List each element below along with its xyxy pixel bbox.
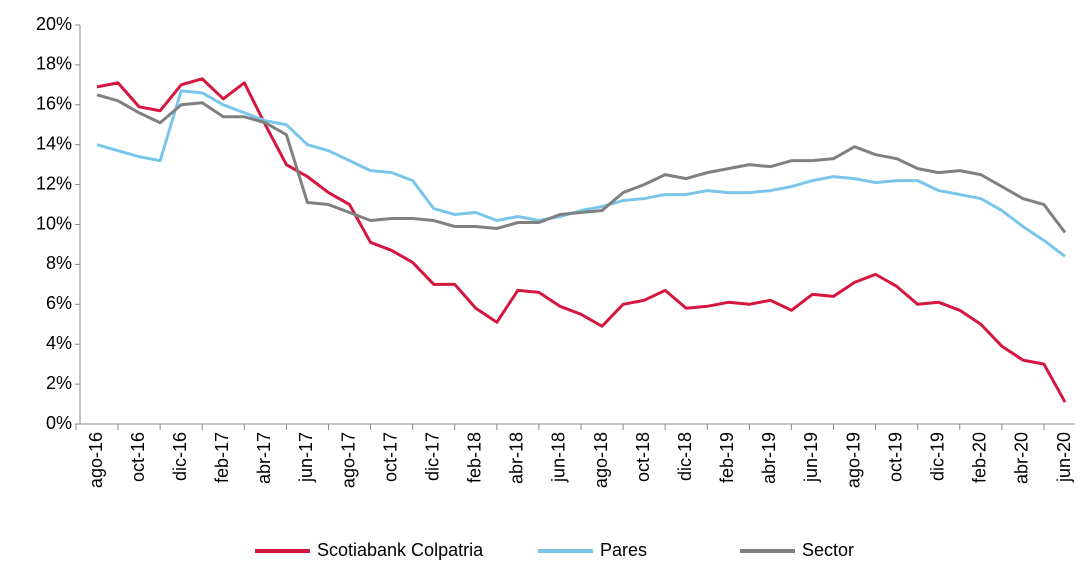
y-tick-label: 18%	[36, 54, 72, 74]
y-tick-label: 0%	[46, 413, 72, 433]
y-tick-label: 8%	[46, 253, 72, 273]
legend-label: Sector	[802, 540, 854, 560]
y-tick-label: 16%	[36, 94, 72, 114]
x-tick-label: feb-20	[970, 432, 990, 483]
y-tick-label: 10%	[36, 213, 72, 233]
x-tick-label: feb-18	[465, 432, 485, 483]
legend-label: Scotiabank Colpatria	[317, 540, 484, 560]
series-line	[96, 77, 1067, 403]
x-tick-label: ago-19	[843, 432, 863, 488]
x-tick-label: dic-17	[422, 432, 442, 481]
x-tick-label: oct-16	[128, 432, 148, 482]
x-tick-label: dic-19	[927, 432, 947, 481]
y-tick-label: 14%	[36, 133, 72, 153]
x-tick-label: abr-17	[254, 432, 274, 484]
x-tick-label: oct-17	[380, 432, 400, 482]
x-tick-label: ago-16	[86, 432, 106, 488]
series-line	[96, 89, 1066, 258]
y-tick-label: 2%	[46, 373, 72, 393]
y-tick-label: 6%	[46, 293, 72, 313]
x-tick-label: jun-20	[1054, 432, 1074, 483]
x-tick-label: abr-20	[1012, 432, 1032, 484]
x-tick-label: abr-19	[759, 432, 779, 484]
x-tick-label: abr-18	[507, 432, 527, 484]
y-tick-label: 20%	[36, 14, 72, 34]
x-tick-label: ago-18	[591, 432, 611, 488]
x-tick-label: ago-17	[338, 432, 358, 488]
y-tick-label: 12%	[36, 173, 72, 193]
x-tick-label: jun-18	[549, 432, 569, 483]
y-tick-label: 4%	[46, 333, 72, 353]
x-tick-label: feb-17	[212, 432, 232, 483]
series-line	[96, 93, 1067, 234]
x-tick-label: jun-19	[801, 432, 821, 483]
x-tick-label: dic-16	[170, 432, 190, 481]
x-tick-label: oct-18	[633, 432, 653, 482]
x-tick-label: jun-17	[296, 432, 316, 483]
legend-label: Pares	[600, 540, 647, 560]
x-tick-label: feb-19	[717, 432, 737, 483]
x-tick-label: oct-19	[885, 432, 905, 482]
x-tick-label: dic-18	[675, 432, 695, 481]
